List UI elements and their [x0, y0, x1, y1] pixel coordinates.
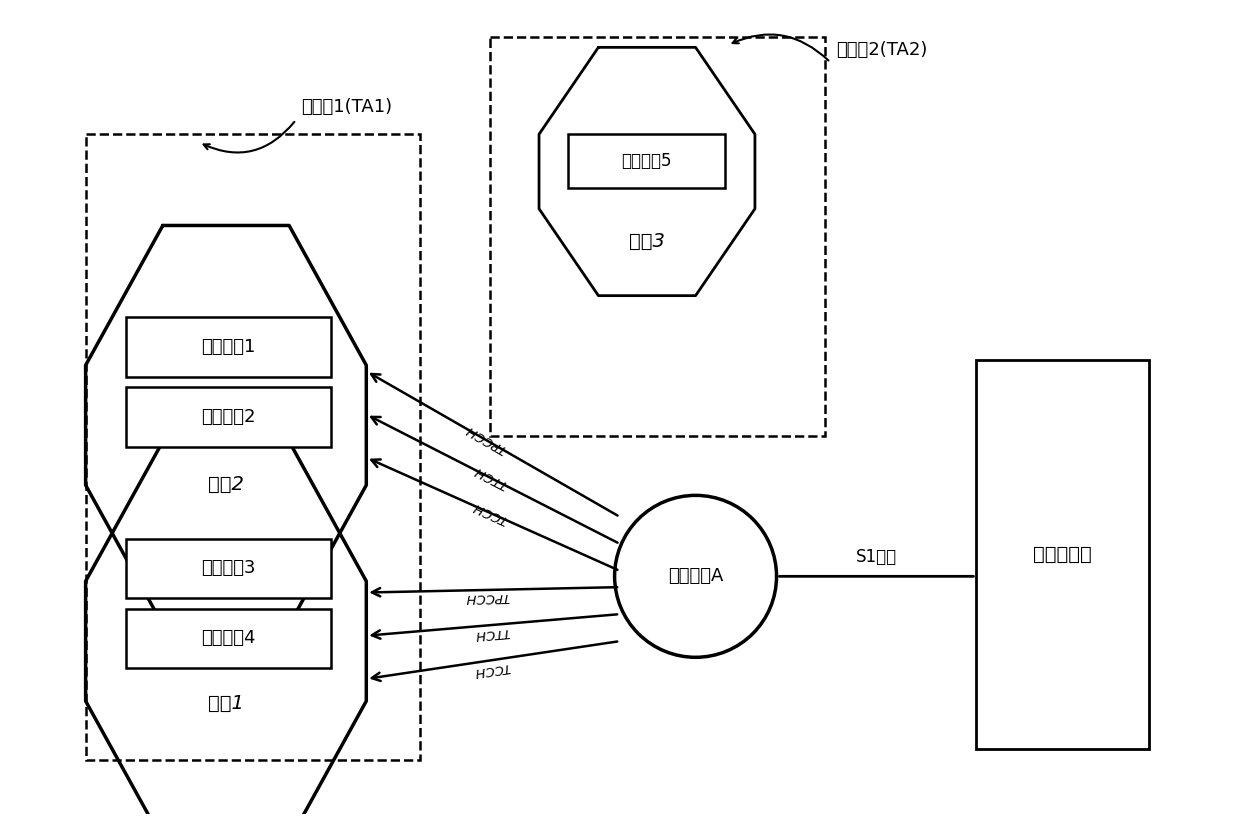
Text: TPCCH: TPCCH	[464, 422, 510, 456]
Text: 集群终端5: 集群终端5	[621, 151, 672, 169]
Bar	[125, 388, 331, 447]
Bar	[86, 133, 420, 760]
Text: S1接口: S1接口	[856, 548, 897, 566]
Text: TPCCH: TPCCH	[465, 590, 510, 604]
Text: TTCH: TTCH	[474, 625, 511, 640]
Text: 小区1: 小区1	[208, 694, 244, 713]
Text: 集群终端3: 集群终端3	[201, 560, 255, 578]
Text: 集群终端2: 集群终端2	[201, 408, 255, 426]
Bar	[125, 538, 331, 598]
Text: 集群终端4: 集群终端4	[201, 629, 255, 647]
Text: TCCH: TCCH	[474, 660, 511, 678]
Text: 集群终端1: 集群终端1	[201, 338, 255, 356]
Text: TTCH: TTCH	[471, 463, 510, 491]
Text: 小区2: 小区2	[208, 475, 244, 494]
Ellipse shape	[615, 496, 776, 658]
Bar	[976, 361, 1149, 749]
Bar	[125, 317, 331, 376]
Text: TCCH: TCCH	[471, 499, 510, 526]
Bar	[568, 133, 724, 187]
Bar	[125, 609, 331, 668]
Text: 小区3: 小区3	[629, 232, 665, 251]
Text: 集群基站A: 集群基站A	[668, 568, 723, 586]
Text: 跟踪区1(TA1): 跟踪区1(TA1)	[301, 97, 393, 115]
Text: 跟踪区2(TA2): 跟踪区2(TA2)	[836, 41, 928, 59]
Bar	[491, 37, 825, 436]
Text: 集群核心网: 集群核心网	[1033, 546, 1092, 564]
